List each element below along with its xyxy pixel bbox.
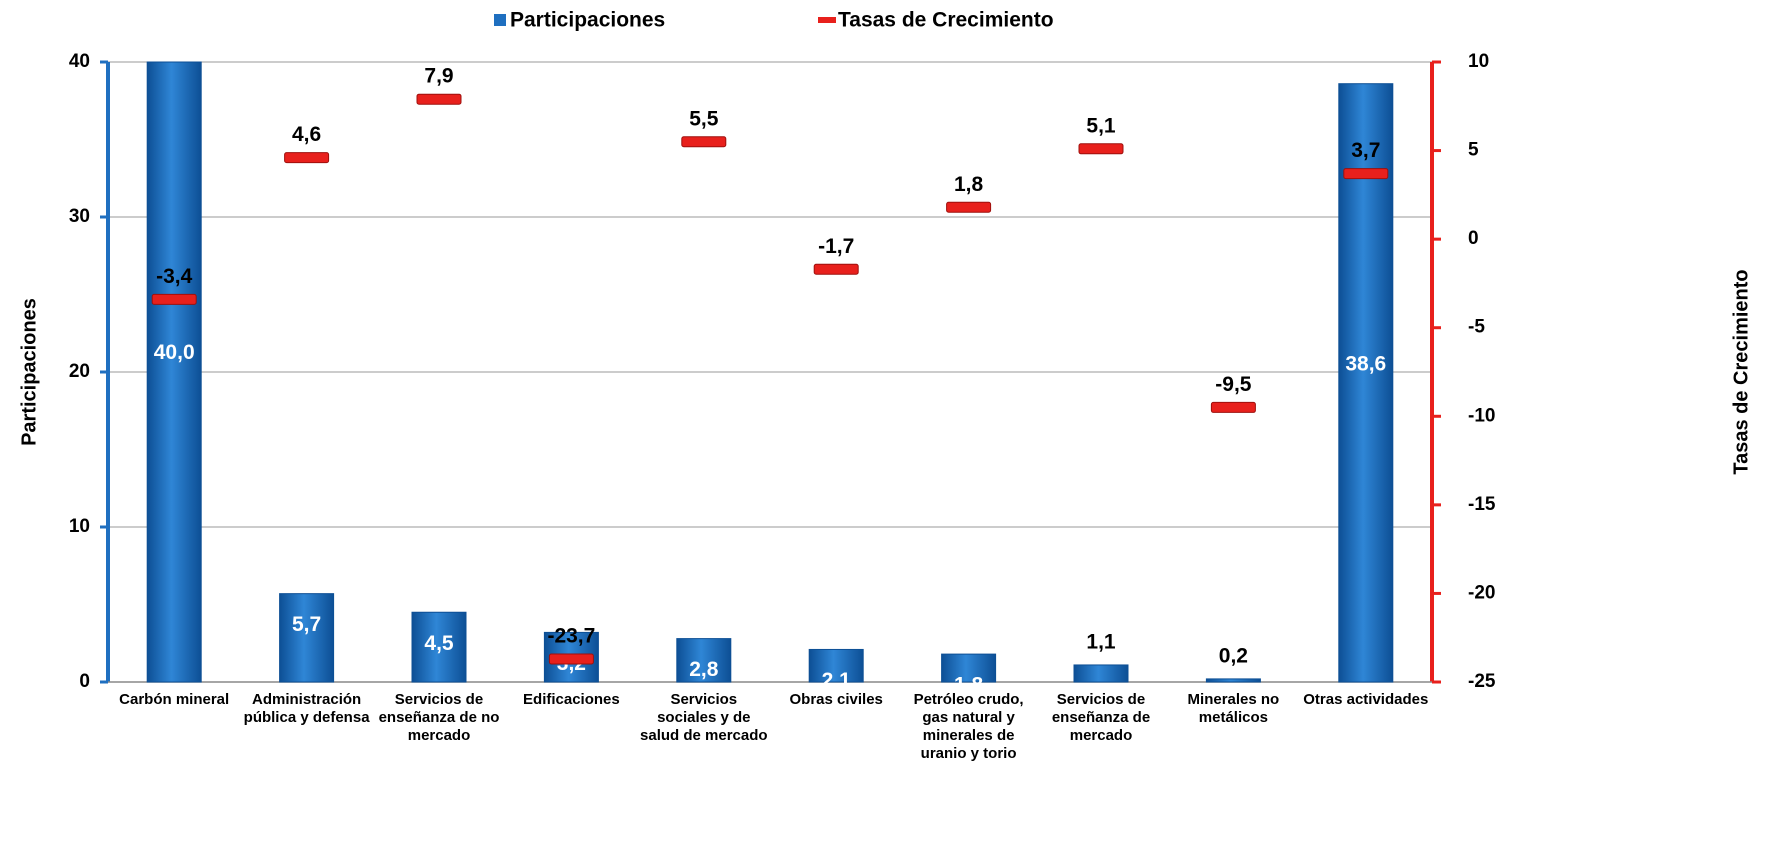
growth-marker bbox=[681, 136, 727, 148]
bar-value-label: 4,5 bbox=[424, 632, 454, 655]
bar bbox=[279, 593, 335, 683]
y2-tick-label: -20 bbox=[1468, 582, 1495, 603]
growth-value-label: 7,9 bbox=[424, 65, 453, 88]
growth-value-label: 4,6 bbox=[292, 123, 321, 146]
growth-marker bbox=[284, 152, 330, 164]
x-tick-label: Servicios sociales y de salud de mercado bbox=[640, 691, 768, 744]
growth-marker bbox=[1343, 168, 1389, 180]
y2-tick-label: 0 bbox=[1468, 228, 1479, 249]
growth-marker bbox=[151, 293, 197, 305]
x-tick-label: Servicios de enseñanza de no mercado bbox=[378, 691, 500, 744]
x-tick-label: Petróleo crudo, gas natural y minerales … bbox=[913, 691, 1024, 762]
growth-marker bbox=[946, 201, 992, 213]
legend-label: Participaciones bbox=[510, 9, 665, 32]
bar-value-label: 40,0 bbox=[154, 341, 195, 364]
growth-value-label: 3,7 bbox=[1351, 139, 1380, 162]
growth-value-label: -1,7 bbox=[818, 235, 854, 258]
growth-value-label: -9,5 bbox=[1215, 373, 1252, 396]
growth-value-label: 5,5 bbox=[689, 107, 719, 130]
y2-tick-label: 10 bbox=[1468, 51, 1489, 72]
y2-tick-label: -15 bbox=[1468, 494, 1496, 515]
growth-value-label: 1,8 bbox=[954, 173, 984, 196]
bar-value-label: 2,8 bbox=[689, 658, 719, 681]
y2-tick-label: -10 bbox=[1468, 405, 1495, 426]
legend-label: Tasas de Crecimiento bbox=[838, 9, 1054, 32]
legend-swatch bbox=[818, 17, 836, 23]
growth-marker bbox=[1078, 143, 1124, 155]
growth-marker bbox=[813, 263, 859, 275]
y-tick-label: 30 bbox=[69, 206, 90, 227]
bar bbox=[1073, 664, 1129, 683]
y2-tick-label: -25 bbox=[1468, 671, 1496, 692]
bar-value-label: 1,1 bbox=[1086, 630, 1116, 653]
x-tick-label: Edificaciones bbox=[523, 691, 620, 708]
growth-value-label: -23,7 bbox=[547, 625, 595, 648]
y2-axis-title: Tasas de Crecimiento bbox=[1730, 269, 1752, 474]
y-axis-title: Participaciones bbox=[18, 298, 40, 446]
bar bbox=[146, 61, 202, 683]
bar bbox=[808, 648, 864, 683]
bar bbox=[1205, 678, 1261, 683]
bar-value-label: 38,6 bbox=[1345, 352, 1386, 375]
bar bbox=[1338, 83, 1394, 683]
x-tick-label: Obras civiles bbox=[789, 691, 883, 708]
y2-tick-label: 5 bbox=[1468, 140, 1479, 161]
x-tick-label: Administración pública y defensa bbox=[243, 691, 370, 726]
growth-value-label: -3,4 bbox=[156, 265, 193, 288]
y-tick-label: 20 bbox=[69, 361, 90, 382]
bar bbox=[411, 611, 467, 683]
growth-marker bbox=[1210, 401, 1256, 413]
y-tick-label: 10 bbox=[69, 516, 90, 537]
bar bbox=[941, 653, 997, 683]
legend-swatch bbox=[494, 14, 506, 26]
y2-tick-label: -5 bbox=[1468, 317, 1485, 338]
bar-value-label: 0,2 bbox=[1219, 644, 1248, 667]
bar-value-label: 1,8 bbox=[954, 674, 984, 697]
bar bbox=[676, 638, 732, 683]
y-tick-label: 40 bbox=[69, 51, 90, 72]
x-tick-label: Servicios de enseñanza de mercado bbox=[1051, 691, 1151, 744]
x-tick-label: Carbón mineral bbox=[119, 691, 230, 708]
bar-value-label: 2,1 bbox=[822, 669, 852, 692]
y-tick-label: 0 bbox=[79, 671, 90, 692]
growth-marker bbox=[548, 653, 594, 665]
x-tick-label: Minerales no metálicos bbox=[1187, 691, 1280, 726]
bar-value-label: 5,7 bbox=[292, 613, 321, 636]
x-tick-label: Otras actividades bbox=[1303, 691, 1429, 708]
growth-value-label: 5,1 bbox=[1086, 114, 1116, 137]
growth-marker bbox=[416, 93, 462, 105]
